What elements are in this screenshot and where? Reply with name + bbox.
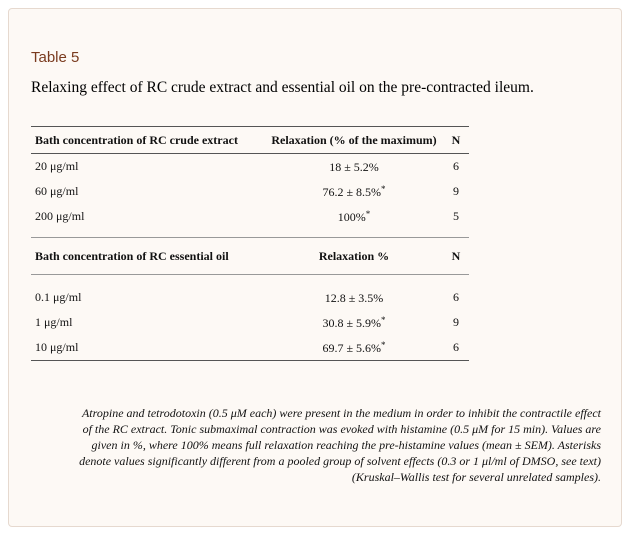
header-n: N [443, 126, 469, 154]
cell-relaxation: 12.8 ± 3.5% [265, 285, 443, 310]
data-table: Bath concentration of RC crude extract R… [31, 126, 469, 361]
footnote-line: denote values significantly different fr… [79, 454, 601, 468]
cell-relaxation: 30.8 ± 5.9%* [265, 310, 443, 335]
section-header-row: Bath concentration of RC essential oil R… [31, 237, 469, 275]
cell-relaxation: 69.7 ± 5.6%* [265, 335, 443, 361]
cell-relaxation: 100%* [265, 204, 443, 229]
header-relaxation: Relaxation (% of the maximum) [265, 126, 443, 154]
cell-value: 30.8 ± 5.9% [322, 315, 382, 330]
cell-n: 5 [453, 209, 459, 223]
table-header-row: Bath concentration of RC crude extract R… [31, 126, 469, 154]
significance-asterisk: * [381, 183, 386, 194]
cell-concentration: 1 μg/ml [35, 315, 73, 329]
cell-concentration: 0.1 μg/ml [35, 290, 82, 304]
table-caption: Relaxing effect of RC crude extract and … [31, 79, 534, 96]
table-row: 10 μg/ml 69.7 ± 5.6%* 6 [31, 335, 469, 361]
table-row: 20 μg/ml 18 ± 5.2% 6 [31, 154, 469, 180]
cell-n: 6 [453, 290, 459, 304]
cell-value: 12.8 ± 3.5% [324, 290, 384, 305]
cell-concentration: 10 μg/ml [31, 335, 265, 361]
cell-value: 69.7 ± 5.6% [322, 340, 382, 355]
table-label: Table 5 [31, 49, 80, 66]
header-n: N [443, 237, 469, 275]
cell-concentration: 60 μg/ml [35, 184, 79, 198]
footnote-line: of the RC extract. Tonic submaximal cont… [82, 422, 601, 436]
table-footnote: Atropine and tetrodotoxin (0.5 μM each) … [31, 405, 601, 485]
cell-n: 9 [453, 184, 459, 198]
cell-relaxation: 76.2 ± 8.5%* [265, 179, 443, 204]
header-concentration: Bath concentration of RC crude extract [31, 126, 265, 154]
table-card: Table 5 Relaxing effect of RC crude extr… [8, 8, 622, 527]
significance-asterisk: * [381, 314, 386, 325]
cell-concentration: 200 μg/ml [35, 209, 85, 223]
header-relaxation: Relaxation % [265, 237, 443, 275]
section-divider [31, 229, 469, 238]
header-concentration: Bath concentration of RC essential oil [31, 237, 265, 275]
cell-value: 18 ± 5.2% [329, 159, 379, 174]
footnote-line: given in %, where 100% means full relaxa… [91, 438, 601, 452]
significance-asterisk: * [365, 208, 371, 219]
footnote-line: Atropine and tetrodotoxin (0.5 μM each) … [81, 406, 601, 420]
significance-asterisk: * [381, 339, 386, 350]
cell-value: 100% [337, 209, 366, 224]
table-row: 1 μg/ml 30.8 ± 5.9%* 9 [31, 310, 469, 335]
table-row: 200 μg/ml 100%* 5 [31, 204, 469, 229]
footnote-line: (Kruskal–Wallis test for several unrelat… [351, 470, 601, 484]
cell-value: 76.2 ± 8.5% [322, 184, 382, 199]
cell-n: 6 [443, 335, 469, 361]
cell-concentration: 20 μg/ml [35, 159, 79, 173]
cell-n: 9 [453, 315, 459, 329]
cell-relaxation: 18 ± 5.2% [265, 154, 443, 180]
cell-n: 6 [453, 159, 459, 173]
table-row: 60 μg/ml 76.2 ± 8.5%* 9 [31, 179, 469, 204]
table-row: 0.1 μg/ml 12.8 ± 3.5% 6 [31, 285, 469, 310]
